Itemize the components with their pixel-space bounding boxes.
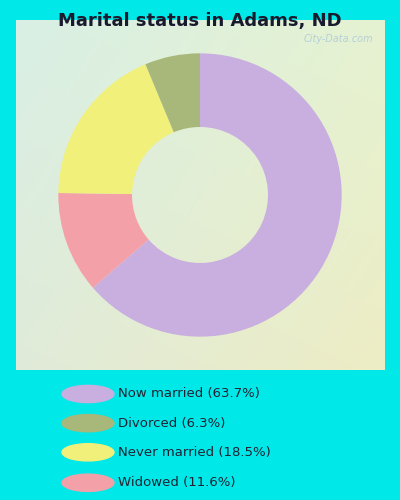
Text: City-Data.com: City-Data.com: [303, 34, 373, 44]
Circle shape: [62, 414, 114, 432]
Text: Now married (63.7%): Now married (63.7%): [118, 388, 260, 400]
Circle shape: [62, 444, 114, 461]
Wedge shape: [146, 54, 200, 132]
Circle shape: [62, 474, 114, 492]
Circle shape: [62, 386, 114, 402]
Text: Divorced (6.3%): Divorced (6.3%): [118, 416, 225, 430]
Wedge shape: [58, 193, 149, 288]
Wedge shape: [58, 64, 174, 194]
Text: Never married (18.5%): Never married (18.5%): [118, 446, 271, 459]
Wedge shape: [93, 54, 342, 337]
Text: Marital status in Adams, ND: Marital status in Adams, ND: [58, 12, 342, 30]
Text: Widowed (11.6%): Widowed (11.6%): [118, 476, 236, 490]
